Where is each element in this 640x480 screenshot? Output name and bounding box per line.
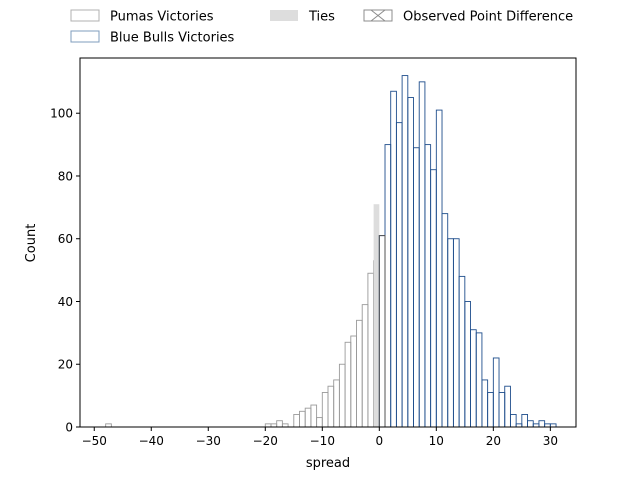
legend-swatch-observed: [363, 9, 393, 22]
pumas-bar: [299, 410, 306, 428]
x-tick-label: 10: [429, 434, 444, 448]
blue-bulls-bar: [378, 235, 386, 428]
blue-bulls-bar: [447, 238, 454, 428]
pumas-bar: [367, 272, 375, 428]
pumas-bar: [350, 335, 357, 428]
plot-frame: [79, 57, 577, 428]
ties-bar: [373, 204, 380, 427]
blue-bulls-bar: [418, 81, 426, 428]
legend-swatch-ties: [270, 10, 298, 21]
y-axis-label: Count: [24, 224, 39, 263]
blue-bulls-bar: [390, 90, 397, 428]
blue-bulls-bar: [492, 357, 500, 428]
x-tick-label: −20: [253, 434, 278, 448]
blue-bulls-bar: [401, 75, 409, 428]
y-tick-label: 60: [58, 232, 73, 246]
legend-label-observed: Observed Point Difference: [403, 10, 573, 25]
blue-bulls-bar: [441, 213, 449, 428]
blue-bulls-bar: [470, 329, 477, 428]
pumas-bar: [327, 385, 335, 428]
x-tick-label: 0: [375, 434, 383, 448]
y-tick-label: 0: [65, 421, 73, 435]
blue-bulls-bar: [458, 275, 466, 428]
blue-bulls-bar: [527, 420, 534, 428]
blue-bulls-bar: [407, 97, 414, 428]
pumas-bar: [356, 319, 363, 428]
y-tick-label: 20: [58, 358, 73, 372]
pumas-bar: [338, 363, 346, 428]
pumas-bar: [276, 420, 283, 428]
bars-layer: [105, 75, 557, 428]
pumas-bar: [310, 404, 318, 428]
legend-swatch-pumas: [70, 9, 100, 22]
x-tick-label: 20: [486, 434, 501, 448]
legend-label-blue-bulls: Blue Bulls Victories: [110, 31, 235, 46]
blue-bulls-bar: [475, 332, 483, 428]
blue-bulls-bar: [424, 144, 432, 428]
axes-layer: −50 −40 −30 −20 −10 0 10 20 30 0 20 40 60 80 100: [50, 57, 577, 448]
x-tick-label: −30: [196, 434, 221, 448]
blue-bulls-bar: [464, 301, 471, 428]
observed-point-difference-bar: [378, 235, 386, 428]
x-tick-label: −50: [82, 434, 107, 448]
legend-swatch-blue-bulls: [70, 30, 100, 43]
pumas-bar: [321, 392, 329, 428]
blue-bulls-bar: [487, 392, 494, 428]
pumas-bar: [304, 407, 312, 428]
legend: Pumas Victories Blue Bulls Victories Tie…: [70, 9, 573, 46]
blue-bulls-bar: [521, 414, 528, 428]
blue-bulls-bar: [498, 392, 506, 428]
pumas-bar: [333, 379, 340, 428]
blue-bulls-bar: [384, 144, 392, 428]
blue-bulls-bar: [395, 122, 403, 428]
blue-bulls-bar: [481, 379, 489, 428]
legend-label-ties: Ties: [308, 10, 335, 25]
blue-bulls-bar: [430, 169, 437, 428]
y-tick-label: 40: [58, 295, 73, 309]
blue-bulls-bar: [413, 147, 420, 428]
x-tick-label: −40: [139, 434, 164, 448]
blue-bulls-bar: [538, 420, 546, 428]
blue-bulls-bar: [509, 414, 517, 428]
blue-bulls-bar: [435, 109, 443, 428]
blue-bulls-bar: [452, 238, 460, 428]
x-axis-label: spread: [306, 456, 350, 471]
pumas-bar: [344, 341, 352, 428]
y-tick-label: 100: [50, 107, 73, 121]
x-tick-label: −10: [310, 434, 335, 448]
y-tick-label: 80: [58, 169, 73, 183]
x-tick-label: 30: [543, 434, 558, 448]
pumas-bar: [361, 304, 369, 428]
pumas-bar: [293, 414, 300, 428]
blue-bulls-bar: [504, 385, 511, 428]
pumas-bar: [316, 417, 323, 428]
legend-label-pumas: Pumas Victories: [110, 10, 214, 25]
